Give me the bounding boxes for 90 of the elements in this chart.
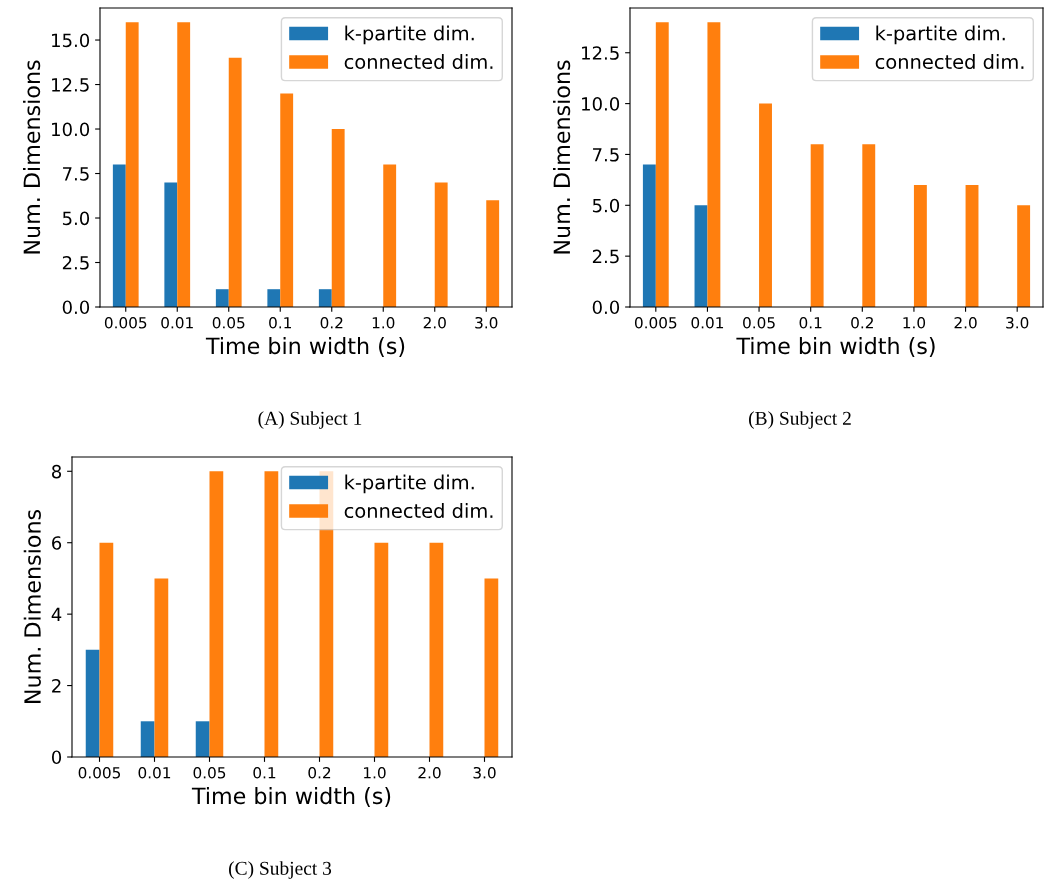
bar bbox=[655, 22, 669, 307]
bar bbox=[965, 184, 979, 307]
legend-label: connected dim. bbox=[344, 54, 493, 70]
bar bbox=[267, 289, 281, 307]
bar bbox=[810, 144, 824, 307]
bar bbox=[154, 578, 169, 757]
text: (A) Subject 1 bbox=[258, 411, 362, 429]
x-tick-label: 0.005 bbox=[78, 766, 121, 779]
bar bbox=[383, 164, 397, 307]
legend-label: k-partite dim. bbox=[876, 25, 1005, 45]
y-tick-label: 0 bbox=[51, 750, 62, 765]
y-tick-label: 15.0 bbox=[52, 33, 90, 48]
x-tick-label: 1.0 bbox=[364, 766, 386, 779]
bar bbox=[228, 57, 242, 307]
bar bbox=[125, 22, 139, 307]
x-tick-label: 0.1 bbox=[253, 766, 276, 779]
text: (C) Subject 3 bbox=[229, 861, 332, 879]
x-tick-label: 1.0 bbox=[903, 316, 926, 329]
y-tick-label: 7.5 bbox=[593, 148, 619, 162]
x-tick-label: 2.0 bbox=[418, 766, 441, 779]
bar bbox=[280, 93, 294, 307]
legend-label: connected dim. bbox=[875, 54, 1024, 70]
bar bbox=[486, 200, 500, 307]
bar bbox=[215, 289, 229, 307]
y-axis-title: Num. Dimensions bbox=[23, 60, 41, 254]
x-tick-label: 0.05 bbox=[743, 316, 775, 329]
legend-label: k-partite dim. bbox=[345, 25, 474, 45]
bar bbox=[177, 22, 191, 307]
y-tick-label: 8 bbox=[52, 464, 62, 479]
bar bbox=[140, 721, 155, 757]
x-tick-label: 0.1 bbox=[269, 316, 291, 329]
bar bbox=[642, 164, 656, 307]
x-axis-title: Time bin width (s) bbox=[191, 787, 391, 807]
bar bbox=[862, 144, 876, 307]
x-tick-label: 3.0 bbox=[1006, 316, 1029, 329]
bar bbox=[484, 578, 499, 757]
bar bbox=[112, 164, 126, 307]
bar bbox=[707, 22, 721, 307]
x-tick-label: 0.1 bbox=[799, 316, 822, 329]
x-tick-label: 0.01 bbox=[138, 766, 171, 779]
x-tick-label: 3.0 bbox=[475, 316, 498, 329]
bar bbox=[85, 649, 100, 757]
y-axis-title: Num. Dimensions bbox=[553, 60, 571, 254]
y-tick-label: 6 bbox=[52, 536, 62, 550]
x-axis-title: Time bin width (s) bbox=[736, 337, 935, 357]
x-tick-label: 1.0 bbox=[372, 316, 395, 329]
bar bbox=[264, 471, 279, 757]
x-tick-label: 3.0 bbox=[473, 766, 496, 779]
bar bbox=[318, 289, 332, 307]
y-tick-label: 5.0 bbox=[592, 198, 620, 213]
y-tick-label: 2.5 bbox=[62, 255, 89, 270]
bar bbox=[195, 721, 210, 757]
x-tick-label: 0.05 bbox=[212, 316, 245, 329]
x-tick-label: 0.05 bbox=[193, 766, 226, 779]
y-tick-label: 10.0 bbox=[582, 97, 620, 111]
y-tick-label: 0.0 bbox=[62, 300, 90, 315]
x-tick-label: 0.2 bbox=[320, 316, 343, 329]
y-axis-title: Num. Dimensions bbox=[23, 509, 41, 703]
bar bbox=[331, 129, 345, 307]
text: (B) Subject 2 bbox=[749, 411, 851, 429]
y-tick-label: 2 bbox=[52, 679, 61, 693]
x-tick-label: 2.0 bbox=[423, 316, 446, 329]
x-tick-label: 0.2 bbox=[851, 316, 873, 329]
bar bbox=[209, 471, 224, 757]
legend-label: connected dim. bbox=[344, 503, 493, 519]
y-tick-label: 4 bbox=[51, 607, 62, 621]
bar bbox=[694, 205, 708, 307]
bar bbox=[374, 542, 389, 757]
x-tick-label: 0.01 bbox=[691, 316, 724, 329]
x-tick-label: 0.01 bbox=[161, 316, 193, 329]
y-tick-label: 0.0 bbox=[592, 300, 620, 315]
legend-label: k-partite dim. bbox=[345, 474, 474, 494]
y-tick-label: 7.5 bbox=[63, 167, 89, 181]
bar bbox=[759, 103, 772, 307]
bar bbox=[429, 542, 444, 757]
y-tick-label: 5.0 bbox=[62, 211, 90, 226]
bar bbox=[99, 542, 114, 757]
y-tick-label: 12.5 bbox=[52, 77, 89, 92]
y-tick-label: 12.5 bbox=[582, 46, 619, 60]
bar bbox=[913, 184, 927, 307]
bar bbox=[434, 182, 448, 307]
x-tick-label: 0.2 bbox=[308, 766, 331, 779]
bar bbox=[164, 182, 178, 307]
x-tick-label: 0.005 bbox=[104, 316, 147, 329]
x-tick-label: 2.0 bbox=[954, 316, 977, 329]
y-tick-label: 10.0 bbox=[52, 122, 90, 137]
bar bbox=[1017, 205, 1031, 307]
y-tick-label: 2.5 bbox=[592, 249, 619, 264]
x-axis-title: Time bin width (s) bbox=[205, 337, 405, 357]
x-tick-label: 0.005 bbox=[634, 316, 677, 329]
